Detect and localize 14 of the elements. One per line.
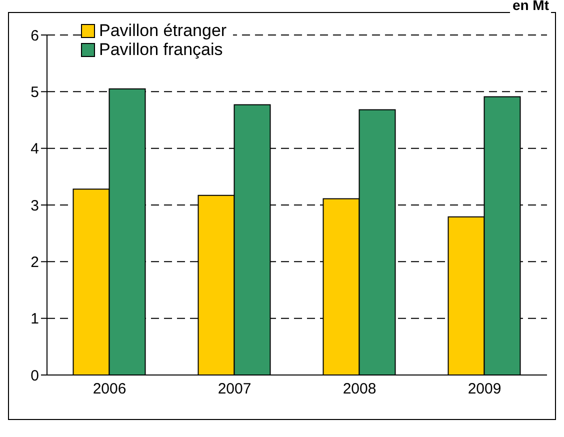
y-tick-label: 4 bbox=[30, 140, 39, 158]
legend-label: Pavillon étranger bbox=[99, 21, 227, 40]
text: en Mt bbox=[510, 0, 551, 13]
y-tick-label: 2 bbox=[30, 254, 39, 271]
y-tick-label: 1 bbox=[30, 310, 39, 328]
x-tick-label: 2007 bbox=[218, 380, 252, 398]
x-tick-label: 2006 bbox=[92, 380, 126, 398]
y-tick-label: 0 bbox=[30, 367, 39, 384]
y-tick-label: 3 bbox=[30, 197, 39, 214]
x-tick-label: 2009 bbox=[468, 380, 502, 398]
x-tick-label: 2008 bbox=[342, 380, 376, 398]
y-tick-label: 6 bbox=[30, 27, 39, 44]
y-tick-label: 5 bbox=[30, 84, 39, 101]
legend-label: Pavillon français bbox=[99, 40, 223, 59]
